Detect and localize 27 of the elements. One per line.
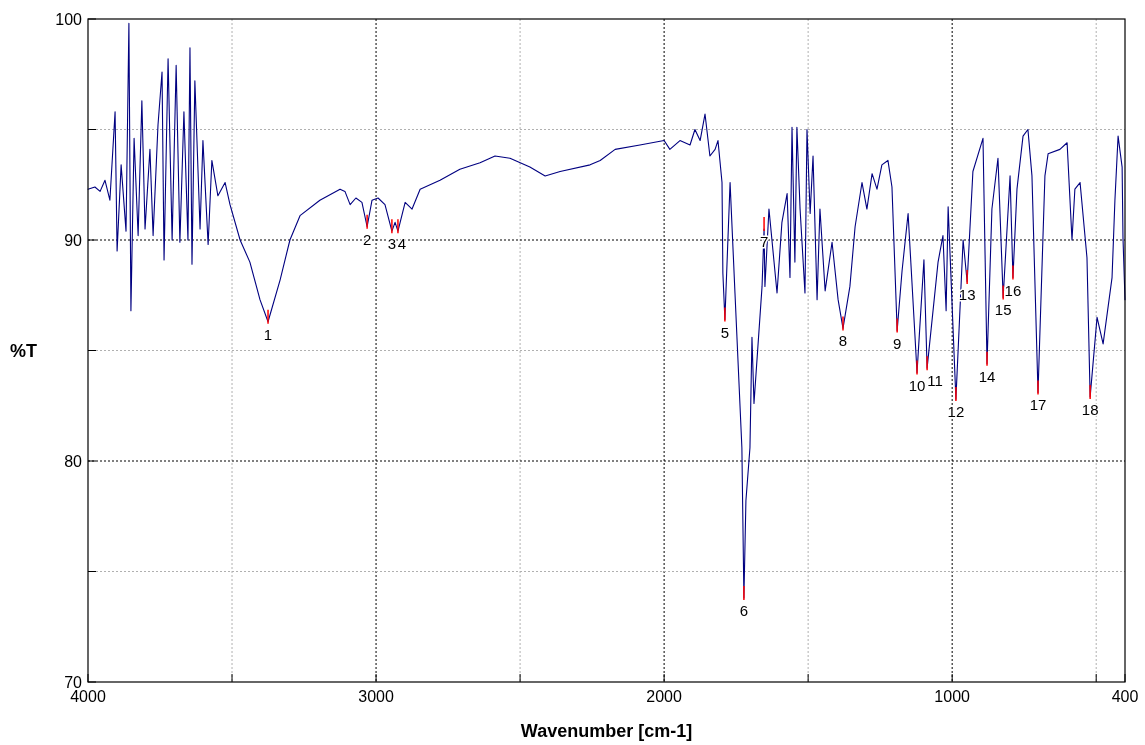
annotation: 6 xyxy=(739,602,749,620)
x-tick-label: 1000 xyxy=(934,688,971,705)
annotation: 1 xyxy=(263,325,273,343)
annotation: 15 xyxy=(994,301,1012,319)
annotation: 14 xyxy=(978,367,996,385)
annotation: 4 xyxy=(397,235,407,253)
annotation: 17 xyxy=(1029,396,1047,414)
x-axis-title: Wavenumber [cm-1] xyxy=(520,721,693,741)
y-tick-label: 100 xyxy=(55,11,83,28)
annotation: 12 xyxy=(947,403,965,421)
annotation: 3 xyxy=(387,235,397,253)
annotation: 2 xyxy=(362,230,372,248)
annotation: 10 xyxy=(908,376,926,394)
x-tick-label: 400 xyxy=(1111,688,1139,705)
x-tick-label: 3000 xyxy=(358,688,394,705)
annotation: 8 xyxy=(838,332,848,350)
annotation: 9 xyxy=(892,334,902,352)
x-tick-label: 2000 xyxy=(646,688,683,705)
annotation: 11 xyxy=(927,372,943,390)
y-tick-label: 80 xyxy=(64,453,83,470)
x-tick-label: 4000 xyxy=(70,688,106,705)
annotation: 5 xyxy=(720,323,730,341)
y-tick-label: 70 xyxy=(64,674,83,691)
annotation: 18 xyxy=(1081,400,1099,418)
annotation: 16 xyxy=(1004,281,1022,299)
y-tick-label: 90 xyxy=(64,232,83,249)
y-axis-title: %T xyxy=(10,340,37,361)
